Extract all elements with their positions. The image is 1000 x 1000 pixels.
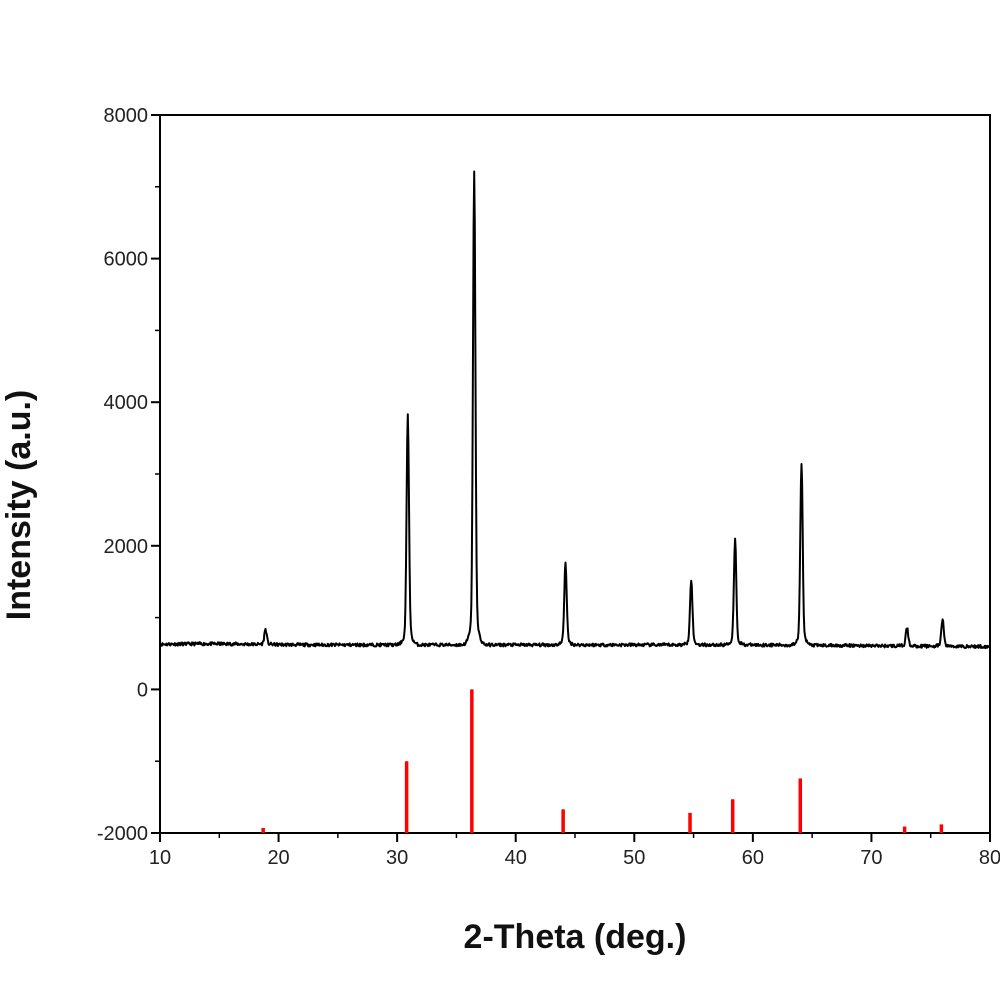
x-tick-label: 30 [386, 847, 408, 869]
x-tick-label: 10 [149, 847, 171, 869]
x-tick-label: 60 [742, 847, 764, 869]
y-tick-label: 4000 [104, 392, 149, 414]
x-tick-label: 40 [505, 847, 527, 869]
x-tick-label: 70 [860, 847, 882, 869]
y-tick-label: 0 [137, 679, 148, 701]
y-tick-label: 6000 [104, 249, 149, 271]
y-tick-label: 2000 [104, 536, 149, 558]
x-axis-ticks: 10 20 30 40 50 60 70 80 [149, 833, 1000, 869]
y-axis-ticks: -2000 0 2000 4000 6000 8000 [97, 105, 160, 845]
x-tick-label: 50 [623, 847, 645, 869]
y-tick-label: -2000 [97, 823, 148, 845]
x-tick-label: 20 [267, 847, 289, 869]
plot-frame [159, 114, 991, 834]
y-axis-title: Intensity (a.u.) [0, 390, 38, 620]
series-layer [159, 170, 991, 833]
x-tick-label: 80 [979, 847, 1000, 869]
y-tick-label: 8000 [104, 105, 149, 127]
x-axis-title: 2-Theta (deg.) [464, 918, 687, 956]
measured-pattern-line [159, 170, 991, 650]
